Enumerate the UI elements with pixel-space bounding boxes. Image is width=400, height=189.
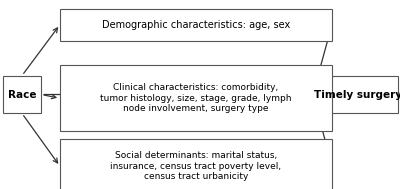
- FancyBboxPatch shape: [60, 65, 332, 131]
- Text: Race: Race: [8, 90, 36, 99]
- Text: Timely surgery: Timely surgery: [314, 90, 400, 99]
- Text: Clinical characteristics: comorbidity,
tumor histology, size, stage, grade, lymp: Clinical characteristics: comorbidity, t…: [100, 83, 292, 113]
- FancyBboxPatch shape: [318, 76, 398, 113]
- Text: Demographic characteristics: age, sex: Demographic characteristics: age, sex: [102, 20, 290, 29]
- FancyBboxPatch shape: [3, 76, 41, 113]
- FancyBboxPatch shape: [60, 9, 332, 41]
- FancyBboxPatch shape: [60, 139, 332, 189]
- Text: Social determinants: marital status,
insurance, census tract poverty level,
cens: Social determinants: marital status, ins…: [110, 151, 282, 181]
